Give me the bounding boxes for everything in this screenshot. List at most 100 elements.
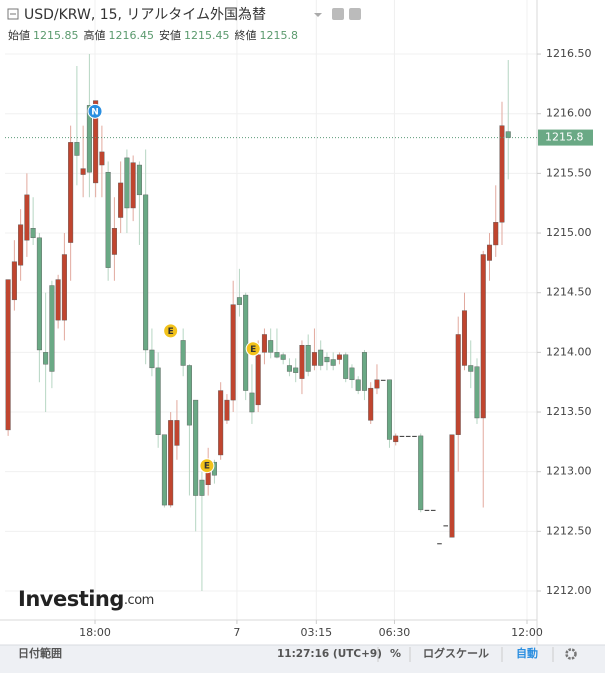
ohlc-value: 1216.45: [109, 29, 155, 42]
candle-body: [149, 349, 155, 369]
candle-body: [280, 354, 286, 360]
candle-body: [111, 228, 117, 255]
x-tick-label: 06:30: [379, 626, 411, 639]
candle-body: [24, 194, 30, 241]
candle-body: [380, 379, 386, 381]
dropdown-arrow[interactable]: [314, 13, 322, 17]
ohlc-name: 始値: [8, 28, 30, 42]
event-label: E: [168, 327, 174, 337]
ohlc-text: 始値 1215.85 高値 1216.45 安値 1215.45 終値 1215.8: [8, 28, 298, 42]
event-marker: [163, 323, 179, 339]
y-tick-label: 1214.50: [546, 286, 592, 299]
candle-body: [180, 340, 186, 366]
candle-body: [130, 162, 136, 209]
candle-body: [243, 294, 249, 391]
candle-body: [293, 367, 299, 373]
candle-body: [430, 509, 436, 511]
y-tick-label: 1212.00: [546, 584, 592, 597]
candle-body: [418, 435, 424, 511]
candle-body: [461, 310, 467, 366]
candle-body: [449, 434, 455, 538]
ohlc-name: 終値: [235, 28, 257, 42]
y-tick-label: 1216.50: [546, 47, 592, 60]
candle-body: [318, 349, 324, 366]
candle-body: [399, 435, 405, 437]
candle-body: [86, 105, 92, 173]
candle-body: [286, 365, 292, 372]
candle-body: [174, 420, 180, 446]
last-price-label: 1215.8: [545, 131, 584, 144]
candle-body: [161, 434, 167, 506]
candle-body: [324, 356, 330, 363]
candle-body: [405, 435, 411, 437]
x-tick-label: 12:00: [511, 626, 543, 639]
candle-body: [93, 100, 99, 184]
candle-body: [155, 367, 161, 435]
collapse-icon[interactable]: [7, 8, 19, 20]
x-tick-label: 03:15: [300, 626, 332, 639]
candles: [5, 54, 511, 592]
candle-body: [455, 334, 461, 435]
candle-body: [261, 334, 267, 353]
clock: 11:27:16 (UTC+9): [277, 648, 382, 660]
axes: 1212.00 1212.50 1213.00 1213.50 1214.00 1214.…: [5, 47, 593, 639]
candle-body: [268, 340, 274, 353]
event-marker: [245, 341, 261, 357]
candle-body: [199, 479, 205, 496]
candle-body: [505, 131, 511, 138]
settings-icon[interactable]: [349, 8, 361, 20]
logo: Investing.com: [18, 587, 154, 611]
candle-body: [124, 157, 130, 209]
candle-body: [68, 142, 74, 243]
event-marker: [199, 458, 215, 474]
candle-body: [361, 352, 367, 391]
ohlc-value: 1215.45: [184, 29, 230, 42]
candle-body: [299, 345, 305, 379]
candle-body: [55, 279, 61, 321]
candle-body: [393, 435, 399, 443]
gear-icon[interactable]: [565, 648, 577, 660]
ohlc-name: 安値: [159, 28, 181, 42]
candle-body: [305, 345, 311, 372]
candle-body: [468, 365, 474, 372]
candle-body: [336, 354, 342, 360]
candle-body: [74, 142, 80, 156]
candle-body: [143, 194, 149, 351]
log-scale-button[interactable]: ログスケール: [423, 646, 489, 660]
ohlc-value: 1215.85: [33, 29, 79, 42]
logo-main: Investing: [18, 587, 124, 611]
candle-body: [486, 244, 492, 261]
ohlc-name: 高値: [84, 28, 106, 42]
candle-body: [80, 168, 86, 175]
candle-body: [374, 379, 380, 389]
candle-body: [18, 224, 24, 266]
candle-body: [443, 525, 449, 527]
date-range-button[interactable]: 日付範囲: [18, 646, 62, 660]
event-label: N: [91, 107, 99, 117]
y-tick-label: 1216.00: [546, 107, 592, 120]
last-price-box: [538, 129, 593, 146]
eye-icon[interactable]: [332, 8, 344, 20]
event-label: E: [250, 345, 256, 355]
candle-body: [43, 352, 49, 365]
candle-body: [493, 222, 499, 246]
candle-body: [437, 543, 442, 545]
percent-button[interactable]: %: [390, 647, 401, 660]
candle-body: [49, 285, 55, 372]
ohlc-value: 1215.8: [260, 29, 299, 42]
event-label: E: [204, 462, 210, 472]
candle-body: [5, 279, 11, 431]
candle-body: [136, 164, 142, 196]
y-tick-label: 1213.50: [546, 405, 592, 418]
candle-body: [186, 365, 192, 426]
x-tick-label: 18:00: [79, 626, 111, 639]
candle-body: [368, 387, 374, 421]
candle-body: [355, 379, 361, 391]
candle-body: [30, 228, 36, 239]
auto-button[interactable]: 自動: [516, 646, 538, 660]
x-tick-label: 7: [233, 626, 240, 639]
candle-body: [99, 151, 105, 166]
candle-body: [118, 182, 124, 218]
candle-body: [349, 367, 355, 381]
